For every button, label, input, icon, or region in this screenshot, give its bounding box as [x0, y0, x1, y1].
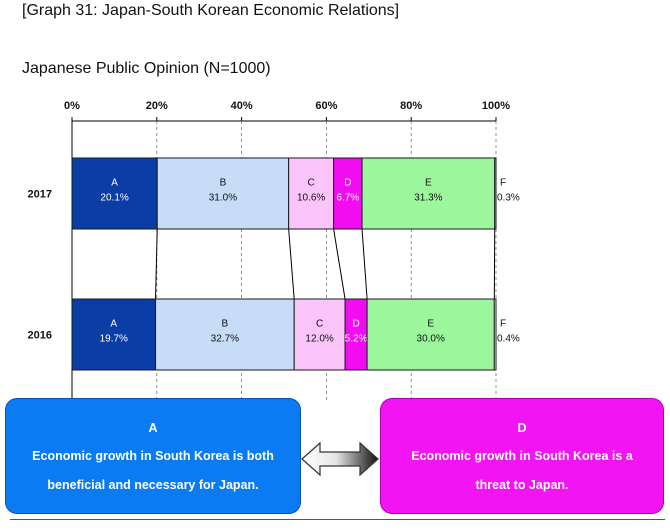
series-connector-line [288, 228, 295, 300]
callout-a: A Economic growth in South Korea is both… [5, 398, 301, 514]
segment-name-label: B [220, 178, 227, 189]
callout-d-line1: Economic growth in South Korea is a [411, 449, 633, 463]
row-label: 2017 [28, 189, 52, 201]
segment-name-label: D [344, 178, 351, 189]
bottom-rule [10, 519, 665, 520]
bar-segment-c [288, 157, 335, 230]
callout-d-line2: threat to Japan. [475, 478, 569, 492]
data-label: 0.3% [497, 193, 520, 204]
chart-subtitle: Japanese Public Opinion (N=1000) [22, 60, 271, 77]
bar-segment-f [494, 157, 497, 230]
stacked-bar-chart: 0% 20% 40% 60% 80% 100% 2017 A 20.1% B 31.0% C 10.6%… [28, 100, 520, 400]
data-label: 30.0% [417, 334, 445, 345]
x-tick-label: 0% [64, 100, 80, 112]
bar-segment-a [71, 157, 158, 230]
segment-name-label: D [352, 319, 359, 330]
data-label: 10.6% [297, 193, 325, 204]
segment-name-label: F [500, 178, 506, 189]
callout-a-line1: Economic growth in South Korea is both [32, 449, 274, 463]
data-label: 20.1% [100, 193, 128, 204]
bar-segment-e [366, 298, 495, 371]
segment-name-label: E [425, 178, 432, 189]
data-label: 12.0% [305, 334, 333, 345]
segment-name-label: C [316, 319, 323, 330]
callout-a-title: A [148, 421, 158, 435]
data-label: 5.2% [345, 334, 368, 345]
row-label: 2016 [28, 330, 52, 342]
segment-name-label: A [110, 319, 117, 330]
data-label: 32.7% [211, 334, 239, 345]
segment-name-label: C [308, 178, 315, 189]
callout-d-title: D [517, 421, 527, 435]
bar-segment-d [333, 157, 363, 230]
data-label: 0.4% [497, 334, 520, 345]
data-label: 19.7% [100, 334, 128, 345]
x-tick-label: 100% [482, 100, 510, 112]
bar-segment-e [361, 157, 496, 230]
x-tick-label: 80% [400, 100, 422, 112]
bar-segment-a [71, 298, 157, 371]
series-connector-line [155, 228, 158, 300]
x-tick-label: 20% [146, 100, 168, 112]
series-connector-line [333, 228, 346, 300]
bar-segment-b [156, 157, 290, 230]
data-label: 31.3% [414, 193, 442, 204]
callout-a-line2: beneficial and necessary for Japan. [47, 478, 259, 492]
data-label: 31.0% [209, 193, 237, 204]
x-tick-label: 40% [231, 100, 253, 112]
graph-title: [Graph 31: Japan-South Korean Economic R… [22, 2, 400, 19]
x-tick-label: 60% [315, 100, 337, 112]
bar-segment-f [493, 298, 497, 371]
series-connector-line [361, 228, 368, 300]
double-arrow-icon [301, 441, 379, 477]
segment-name-label: A [111, 178, 118, 189]
segment-name-label: B [222, 319, 229, 330]
data-label: 6.7% [336, 193, 359, 204]
callout-d: D Economic growth in South Korea is a th… [380, 398, 664, 514]
segment-name-label: E [427, 319, 434, 330]
bar-segment-b [155, 298, 295, 371]
segment-name-label: F [500, 319, 506, 330]
